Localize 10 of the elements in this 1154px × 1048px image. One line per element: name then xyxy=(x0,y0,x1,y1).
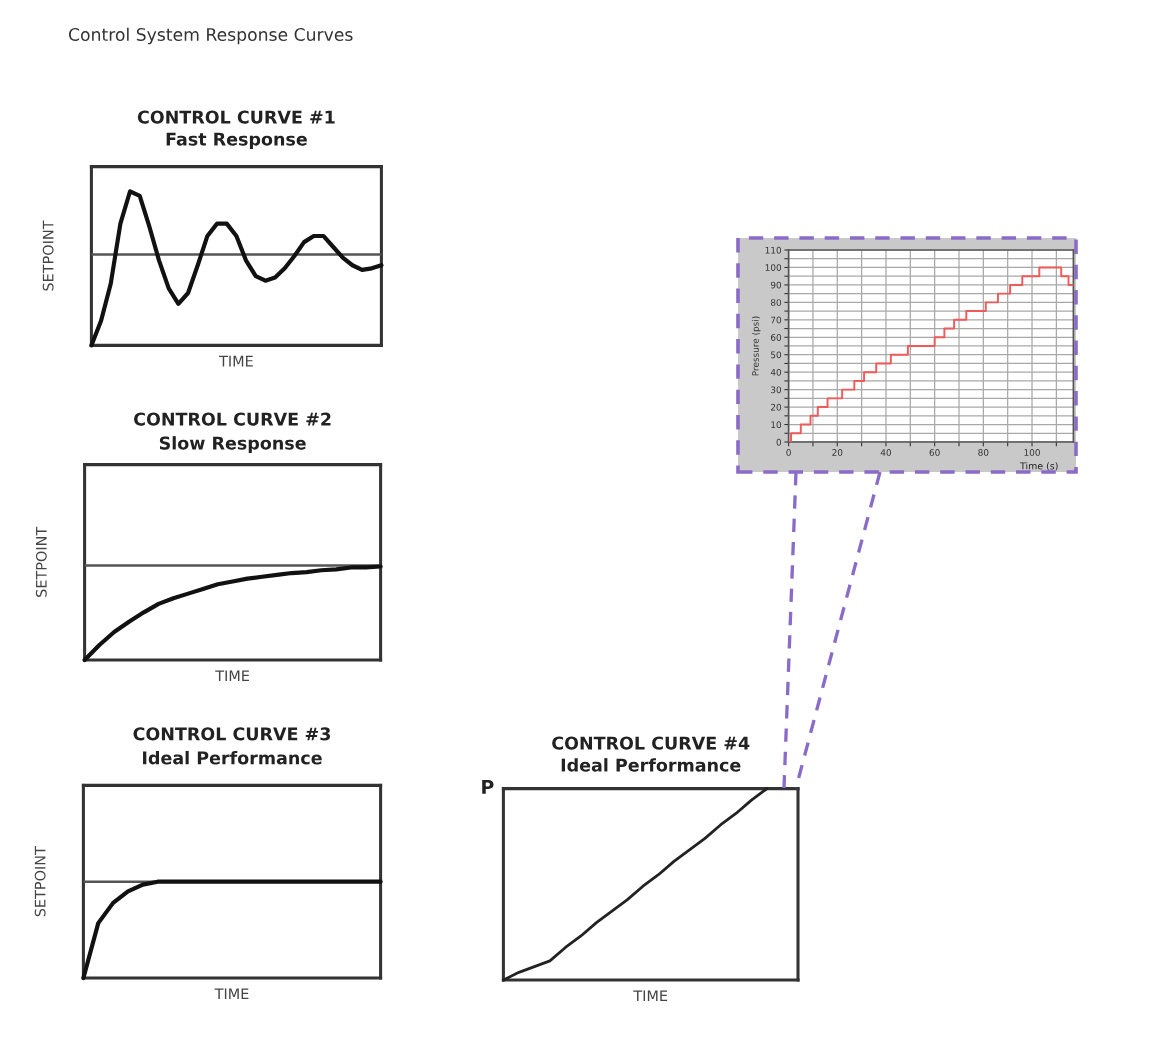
chart-subtitle: Ideal Performance xyxy=(561,758,741,772)
chart-title: CONTROL CURVE #2 xyxy=(134,412,331,426)
chart-title: CONTROL CURVE #3 xyxy=(133,727,331,741)
y-axis-title: P xyxy=(482,780,494,794)
text: Control System Response Curves xyxy=(68,27,353,45)
chart-subtitle: Fast Response xyxy=(166,132,307,150)
chart-title: CONTROL CURVE #1 xyxy=(137,110,335,124)
chart-subtitle: Slow Response xyxy=(159,436,306,454)
chart-subtitle: Ideal Performance xyxy=(143,750,322,765)
chart-title: CONTROL CURVE #4 xyxy=(552,736,750,750)
